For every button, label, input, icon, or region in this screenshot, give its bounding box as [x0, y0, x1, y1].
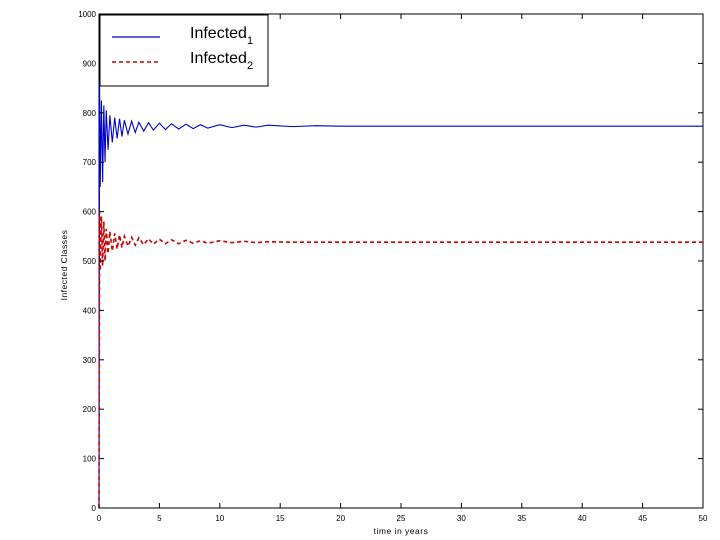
y-tick-label: 500: [83, 257, 97, 266]
x-tick-label: 30: [457, 514, 466, 523]
ticks-layer: 0 5 10 15 20 25 30 35 40 45 5001002003004005006007…: [78, 10, 708, 523]
y-tick-label: 600: [83, 208, 97, 217]
y-tick-label: 900: [83, 59, 97, 68]
y-tick-label: 800: [83, 109, 97, 118]
x-tick-label: 25: [397, 514, 406, 523]
x-tick-label: 20: [336, 514, 345, 523]
x-tick-label: 15: [276, 514, 285, 523]
x-tick-label: 10: [215, 514, 224, 523]
legend: Infected1 Infected2: [99, 14, 269, 87]
x-tick-label: 0: [97, 514, 102, 523]
x-tick-label: 45: [638, 514, 647, 523]
y-tick-label: 400: [83, 306, 97, 315]
x-tick-label: 40: [578, 514, 587, 523]
y-tick-label: 200: [83, 405, 97, 414]
series-line-infected-2: [98, 211, 703, 509]
legend-label-infected-2: Infected2: [190, 50, 253, 72]
x-tick-label: 50: [699, 514, 708, 523]
y-axis-label: Infected Classes: [59, 230, 69, 301]
y-tick-label: 100: [83, 455, 97, 464]
plot-area: [98, 13, 704, 509]
y-tick-label: 300: [83, 356, 97, 365]
series-line-infected-1: [98, 83, 703, 509]
legend-box: [99, 14, 269, 87]
series-layer: [98, 83, 703, 509]
y-tick-label: 0: [92, 504, 97, 513]
x-axis-label: time in years: [374, 526, 429, 536]
x-tick-label: 35: [517, 514, 526, 523]
y-tick-label: 700: [83, 158, 97, 167]
y-tick-label: 1000: [78, 10, 96, 19]
legend-label-infected-1: Infected1: [190, 25, 253, 47]
x-tick-label: 5: [157, 514, 162, 523]
